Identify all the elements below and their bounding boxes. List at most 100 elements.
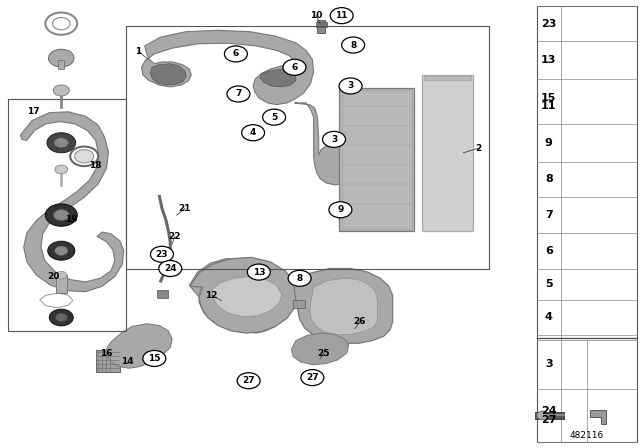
Text: 8: 8 bbox=[296, 274, 303, 283]
Text: 25: 25 bbox=[317, 349, 330, 358]
Bar bbox=[317, 20, 325, 33]
Text: 22: 22 bbox=[168, 232, 181, 241]
Circle shape bbox=[53, 210, 69, 221]
Text: 6: 6 bbox=[233, 49, 239, 58]
Polygon shape bbox=[260, 69, 296, 87]
Bar bbox=[535, 412, 564, 419]
Text: 8: 8 bbox=[350, 40, 356, 50]
Text: 24: 24 bbox=[541, 406, 557, 416]
Text: 23: 23 bbox=[156, 250, 168, 259]
Text: 11: 11 bbox=[335, 11, 348, 20]
Polygon shape bbox=[294, 103, 357, 185]
Bar bbox=[96, 350, 120, 372]
Circle shape bbox=[159, 260, 182, 276]
Text: 11: 11 bbox=[541, 100, 557, 111]
Bar bbox=[342, 90, 412, 229]
Text: 19: 19 bbox=[65, 215, 78, 224]
Polygon shape bbox=[106, 324, 172, 368]
Text: 14: 14 bbox=[121, 357, 134, 366]
Text: 9: 9 bbox=[337, 205, 344, 214]
Circle shape bbox=[283, 59, 306, 75]
Text: 16: 16 bbox=[100, 349, 113, 358]
Polygon shape bbox=[212, 276, 282, 317]
Bar bbox=[8, 99, 125, 331]
Text: 26: 26 bbox=[353, 318, 365, 327]
Text: 12: 12 bbox=[205, 291, 218, 300]
Text: 3: 3 bbox=[545, 359, 552, 369]
Circle shape bbox=[329, 202, 352, 218]
Circle shape bbox=[537, 411, 549, 420]
Text: 15: 15 bbox=[148, 354, 161, 363]
Text: 27: 27 bbox=[306, 373, 319, 382]
Text: 6: 6 bbox=[291, 63, 298, 72]
Text: 7: 7 bbox=[236, 90, 242, 99]
Text: 17: 17 bbox=[27, 108, 40, 116]
Text: 10: 10 bbox=[310, 11, 323, 20]
Bar bbox=[424, 76, 471, 80]
Bar bbox=[293, 300, 305, 308]
Text: 4: 4 bbox=[250, 128, 256, 137]
Text: 1: 1 bbox=[135, 47, 141, 56]
Circle shape bbox=[237, 373, 260, 389]
Text: 18: 18 bbox=[90, 161, 102, 170]
Text: 21: 21 bbox=[179, 204, 191, 213]
Circle shape bbox=[242, 125, 264, 141]
Circle shape bbox=[55, 165, 68, 174]
Polygon shape bbox=[141, 30, 314, 105]
Circle shape bbox=[143, 350, 166, 366]
Circle shape bbox=[56, 271, 67, 279]
Polygon shape bbox=[189, 259, 289, 333]
Text: 9: 9 bbox=[545, 138, 553, 148]
Bar bbox=[422, 75, 473, 231]
Circle shape bbox=[53, 85, 69, 96]
Text: 5: 5 bbox=[545, 279, 552, 289]
Text: 2: 2 bbox=[475, 144, 481, 153]
Circle shape bbox=[339, 78, 362, 94]
Circle shape bbox=[55, 313, 67, 322]
Circle shape bbox=[45, 204, 77, 226]
Bar bbox=[339, 88, 414, 231]
Polygon shape bbox=[150, 64, 186, 85]
Text: 5: 5 bbox=[271, 112, 277, 122]
Circle shape bbox=[150, 246, 173, 262]
Text: 20: 20 bbox=[47, 272, 60, 281]
Text: 27: 27 bbox=[243, 376, 255, 385]
Polygon shape bbox=[40, 293, 73, 308]
Text: 6: 6 bbox=[545, 246, 553, 256]
Circle shape bbox=[288, 270, 311, 286]
Text: 3: 3 bbox=[348, 82, 354, 90]
Bar bbox=[125, 26, 489, 268]
Polygon shape bbox=[291, 333, 349, 365]
Circle shape bbox=[54, 138, 68, 148]
Bar bbox=[157, 290, 168, 298]
Text: 13: 13 bbox=[253, 267, 265, 276]
Circle shape bbox=[54, 246, 68, 255]
Circle shape bbox=[301, 370, 324, 386]
Text: 3: 3 bbox=[331, 135, 337, 144]
Polygon shape bbox=[293, 268, 393, 343]
Polygon shape bbox=[590, 410, 606, 424]
Circle shape bbox=[52, 17, 70, 30]
Bar bbox=[56, 275, 67, 293]
Bar bbox=[58, 60, 65, 69]
Circle shape bbox=[330, 8, 353, 24]
Text: 27: 27 bbox=[541, 415, 557, 425]
Bar bbox=[537, 6, 637, 442]
Circle shape bbox=[49, 309, 73, 326]
Circle shape bbox=[323, 131, 346, 147]
Circle shape bbox=[342, 37, 365, 53]
Circle shape bbox=[262, 109, 285, 125]
Bar bbox=[316, 22, 327, 27]
Text: 8: 8 bbox=[545, 174, 552, 185]
Text: 4: 4 bbox=[545, 313, 553, 323]
Polygon shape bbox=[190, 258, 297, 333]
Polygon shape bbox=[310, 278, 378, 334]
Text: 482116: 482116 bbox=[570, 431, 604, 440]
Text: 23: 23 bbox=[541, 19, 556, 29]
Circle shape bbox=[75, 150, 94, 163]
Circle shape bbox=[247, 264, 270, 280]
Circle shape bbox=[227, 86, 250, 102]
Circle shape bbox=[47, 133, 76, 153]
Text: 15: 15 bbox=[541, 93, 556, 103]
Text: 24: 24 bbox=[164, 264, 177, 273]
